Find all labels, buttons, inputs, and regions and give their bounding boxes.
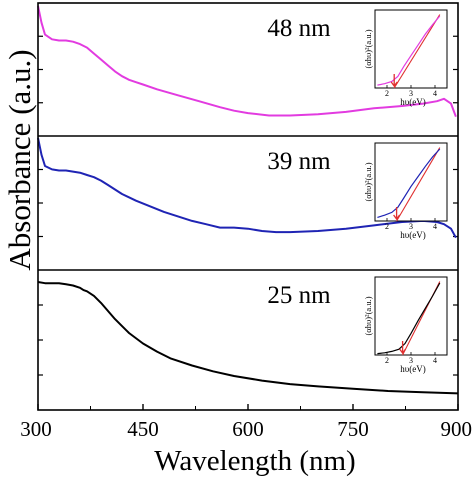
x-axis-label: Wavelength (nm) bbox=[154, 445, 355, 477]
panel-2: 25 nm 2 3 4 hυ(eV) (αhυ)²(a.u.) bbox=[37, 276, 459, 395]
x-tick-label: 450 bbox=[127, 417, 159, 441]
y-axis-label: Absorbance (a.u.) bbox=[2, 49, 37, 270]
inset-x-tick-label: 2 bbox=[385, 89, 389, 98]
x-tick-label: 750 bbox=[337, 417, 369, 441]
inset-y-label: (αhυ)²(a.u.) bbox=[363, 29, 373, 68]
panel-label: 25 nm bbox=[267, 282, 331, 309]
band-gap-arrow bbox=[399, 341, 407, 355]
band-gap-arrow bbox=[393, 207, 401, 221]
panel-label: 39 nm bbox=[267, 148, 331, 175]
inset-x-label: hυ(eV) bbox=[400, 364, 425, 374]
inset-1: 2 3 4 hυ(eV) (αhυ)²(a.u.) bbox=[363, 142, 448, 240]
inset-x-tick-label: 3 bbox=[409, 356, 413, 365]
inset-fit-line bbox=[393, 14, 441, 89]
x-tick-label: 900 bbox=[441, 417, 473, 441]
inset-data-line bbox=[377, 15, 441, 86]
inset-x-tick-label: 3 bbox=[409, 222, 413, 231]
inset-x-tick-label: 4 bbox=[433, 356, 437, 365]
panels-group: 48 nm 2 3 4 hυ(eV) (αhυ)²(a.u.) 39 nm 2 3 4 hυ(eV)… bbox=[37, 5, 459, 395]
series-line-2 bbox=[37, 281, 459, 395]
inset-0: 2 3 4 hυ(eV) (αhυ)²(a.u.) bbox=[363, 9, 448, 107]
x-ticks-group: 300 450 600 750 900 bbox=[20, 404, 472, 441]
panel-0: 48 nm 2 3 4 hυ(eV) (αhυ)²(a.u.) bbox=[37, 5, 458, 137]
band-gap-arrow bbox=[390, 74, 398, 88]
inset-data-line bbox=[377, 148, 441, 218]
inset-fit-line bbox=[396, 147, 441, 222]
inset-y-label: (αhυ)²(a.u.) bbox=[363, 162, 373, 201]
inset-x-tick-label: 3 bbox=[409, 89, 413, 98]
inset-frame bbox=[374, 9, 448, 89]
panel-label: 48 nm bbox=[267, 15, 331, 42]
inset-x-tick-label: 2 bbox=[385, 356, 389, 365]
x-tick-label: 300 bbox=[20, 417, 52, 441]
inset-x-tick-label: 4 bbox=[433, 222, 437, 231]
panel-1: 39 nm 2 3 4 hυ(eV) (αhυ)²(a.u.) bbox=[37, 137, 458, 271]
inset-x-tick-label: 4 bbox=[433, 89, 437, 98]
inset-y-label: (αhυ)²(a.u.) bbox=[363, 296, 373, 335]
inset-x-label: hυ(eV) bbox=[400, 97, 425, 107]
inset-2: 2 3 4 hυ(eV) (αhυ)²(a.u.) bbox=[363, 276, 448, 374]
inset-data-line bbox=[377, 282, 441, 355]
x-tick-label: 600 bbox=[232, 417, 264, 441]
plot-frame bbox=[37, 2, 459, 411]
series-line-0 bbox=[37, 5, 457, 118]
series-line-1 bbox=[37, 137, 457, 239]
inset-x-label: hυ(eV) bbox=[400, 230, 425, 240]
inset-x-tick-label: 2 bbox=[385, 222, 389, 231]
